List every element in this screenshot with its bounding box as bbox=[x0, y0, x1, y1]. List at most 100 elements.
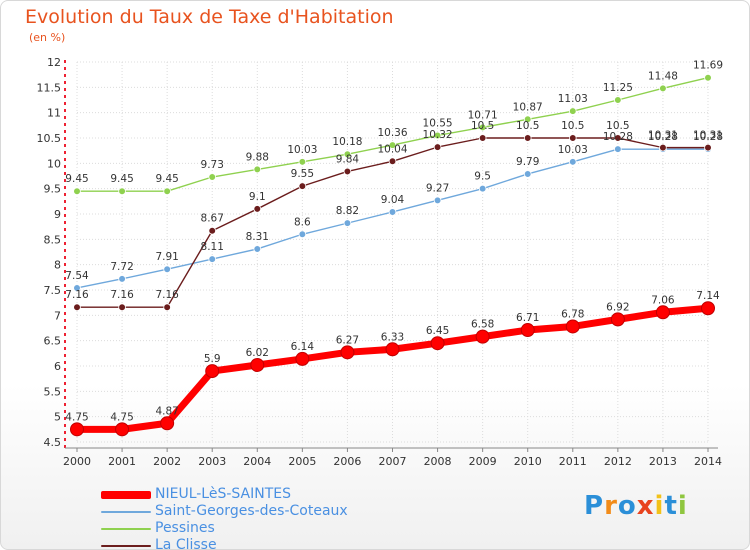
data-label: 10.71 bbox=[468, 109, 498, 121]
data-point bbox=[430, 336, 445, 351]
x-tick-label: 2005 bbox=[288, 455, 316, 468]
data-point bbox=[163, 187, 171, 196]
x-tick-label: 2000 bbox=[63, 455, 91, 468]
data-label: 10.28 bbox=[693, 131, 723, 143]
data-point bbox=[388, 157, 397, 166]
data-point bbox=[343, 150, 352, 159]
data-point bbox=[614, 134, 622, 142]
y-tick-label: 5.5 bbox=[44, 385, 62, 398]
x-tick-label: 2011 bbox=[559, 455, 587, 468]
data-point bbox=[343, 219, 352, 227]
data-label: 8.67 bbox=[201, 213, 224, 225]
y-tick-label: 11 bbox=[47, 107, 61, 120]
data-label: 9.73 bbox=[201, 159, 224, 171]
y-tick-label: 4.5 bbox=[44, 436, 62, 449]
data-point bbox=[520, 323, 535, 338]
y-tick-label: 6 bbox=[54, 360, 61, 373]
data-point bbox=[118, 303, 126, 312]
unit-label: (en %) bbox=[29, 31, 66, 44]
data-label: 11.69 bbox=[693, 60, 723, 72]
logo-letter: P bbox=[584, 491, 605, 521]
data-label: 7.16 bbox=[110, 289, 134, 301]
data-label: 5.9 bbox=[204, 353, 221, 365]
data-label: 10.5 bbox=[561, 120, 584, 132]
data-label: 9.55 bbox=[291, 168, 314, 180]
data-label: 10.03 bbox=[287, 144, 317, 156]
data-point bbox=[475, 329, 490, 344]
data-point bbox=[478, 184, 487, 193]
data-label: 6.27 bbox=[336, 334, 359, 346]
data-point bbox=[73, 284, 81, 292]
data-label: 11.03 bbox=[558, 93, 588, 105]
data-label: 8.6 bbox=[294, 216, 311, 228]
x-tick-label: 2012 bbox=[604, 455, 632, 468]
data-point bbox=[523, 170, 532, 178]
data-point bbox=[433, 143, 442, 151]
legend-swatch bbox=[101, 545, 151, 547]
chart-title: Evolution du Taux de Taxe d'Habitation bbox=[25, 6, 394, 28]
legend-swatch bbox=[101, 528, 151, 530]
logo-letter: o bbox=[617, 491, 637, 521]
x-tick-label: 2007 bbox=[379, 455, 407, 468]
legend-swatch bbox=[101, 491, 151, 499]
data-label: 6.14 bbox=[291, 341, 315, 353]
data-point bbox=[295, 351, 310, 366]
x-tick-label: 2014 bbox=[694, 455, 722, 468]
x-tick-label: 2001 bbox=[108, 455, 136, 468]
data-point bbox=[614, 145, 622, 153]
data-point bbox=[73, 187, 81, 196]
data-point bbox=[163, 265, 171, 274]
data-label: 6.78 bbox=[561, 308, 584, 320]
data-label: 7.06 bbox=[651, 294, 675, 306]
data-label: 10.28 bbox=[648, 131, 678, 143]
logo-letter: i bbox=[677, 491, 688, 521]
data-label: 8.11 bbox=[201, 241, 224, 253]
data-label: 10.36 bbox=[377, 127, 407, 139]
data-point bbox=[478, 123, 487, 132]
x-tick-label: 2004 bbox=[243, 455, 271, 468]
legend-label: Saint-Georges-des-Coteaux bbox=[155, 503, 348, 519]
data-point bbox=[253, 205, 262, 213]
data-point bbox=[655, 305, 670, 320]
data-point bbox=[115, 422, 130, 437]
data-point bbox=[70, 422, 84, 437]
logo-letter: r bbox=[604, 491, 618, 521]
x-tick-label: 2010 bbox=[514, 455, 542, 468]
data-label: 9.04 bbox=[381, 194, 405, 206]
data-point bbox=[701, 301, 715, 316]
data-point bbox=[208, 173, 217, 181]
data-point bbox=[433, 131, 442, 140]
x-tick-label: 2006 bbox=[333, 455, 361, 468]
y-tick-label: 8 bbox=[54, 259, 61, 272]
data-point bbox=[160, 416, 175, 431]
data-label: 7.54 bbox=[65, 270, 89, 282]
x-tick-label: 2008 bbox=[424, 455, 452, 468]
legend-label: La Clisse bbox=[155, 537, 217, 550]
data-label: 10.18 bbox=[332, 136, 362, 148]
data-label: 4.75 bbox=[110, 411, 133, 423]
data-label: 9.1 bbox=[249, 191, 266, 203]
data-point bbox=[298, 182, 307, 190]
data-point bbox=[253, 165, 262, 174]
y-tick-label: 10 bbox=[47, 157, 61, 170]
data-point bbox=[568, 134, 577, 142]
data-label: 4.75 bbox=[65, 411, 88, 423]
data-label: 6.33 bbox=[381, 331, 404, 343]
data-label: 9.88 bbox=[246, 151, 269, 163]
data-point bbox=[659, 84, 667, 93]
data-label: 7.91 bbox=[155, 251, 178, 263]
data-label: 10.55 bbox=[423, 117, 453, 129]
data-label: 9.5 bbox=[474, 171, 491, 183]
data-point bbox=[118, 275, 126, 283]
data-label: 10.87 bbox=[513, 101, 543, 113]
data-label: 6.71 bbox=[516, 312, 539, 324]
y-tick-label: 7 bbox=[54, 309, 61, 322]
data-label: 9.45 bbox=[110, 173, 133, 185]
data-label: 10.5 bbox=[471, 120, 494, 132]
legend-label: Pessines bbox=[155, 520, 215, 536]
data-point bbox=[163, 303, 171, 312]
data-label: 4.87 bbox=[155, 405, 178, 417]
logo-letter: i bbox=[654, 491, 665, 521]
data-label: 8.82 bbox=[336, 205, 359, 217]
